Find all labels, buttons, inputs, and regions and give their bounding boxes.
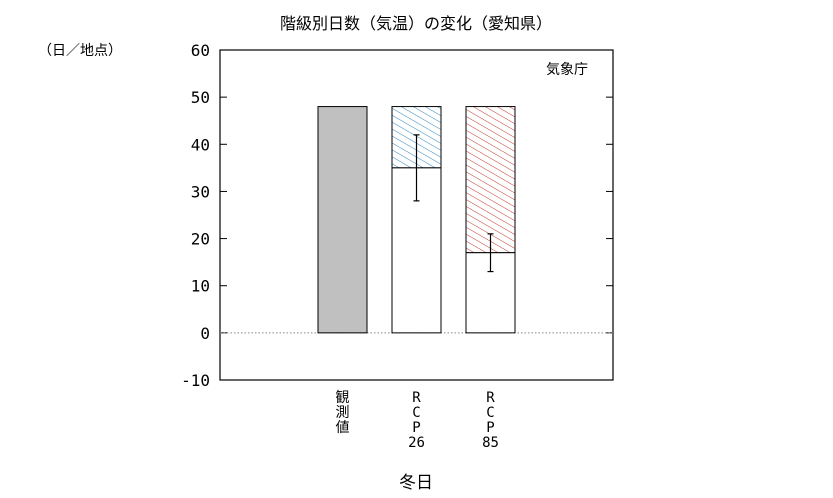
- x-category-label: R: [486, 390, 495, 406]
- bar-observed: [317, 106, 368, 334]
- x-category-label: 85: [482, 435, 499, 451]
- y-tick-label: 60: [191, 41, 210, 60]
- plot-frame: [219, 49, 614, 381]
- x-category-label: P: [412, 420, 420, 436]
- y-tick-label: -10: [181, 371, 210, 390]
- x-category-label: 観: [336, 389, 350, 406]
- bar-change-hatched: [465, 106, 516, 254]
- y-tick-label: 0: [200, 324, 210, 343]
- source-label: 気象庁: [546, 62, 588, 78]
- x-category-label: R: [412, 390, 421, 406]
- x-category-label: 値: [336, 420, 350, 436]
- bars: [317, 106, 516, 334]
- x-category-label: C: [412, 405, 420, 421]
- y-axis-unit-label: （日／地点）: [38, 43, 122, 59]
- y-tick-label: 10: [191, 277, 210, 296]
- y-tick-label: 40: [191, 135, 210, 154]
- x-category-label: P: [486, 420, 494, 436]
- chart-title: 階級別日数（気温）の変化（愛知県）: [280, 14, 552, 33]
- x-category-label: 測: [336, 405, 350, 421]
- y-tick-label: 20: [191, 230, 210, 249]
- y-tick-label: 50: [191, 88, 210, 107]
- x-category-label: C: [486, 405, 494, 421]
- y-axis-ticks: -10 0 10 20 30 40 50 60: [181, 41, 613, 390]
- x-category-label: 26: [408, 435, 425, 451]
- x-axis-label: 冬日: [399, 473, 433, 493]
- y-tick-label: 30: [191, 182, 210, 201]
